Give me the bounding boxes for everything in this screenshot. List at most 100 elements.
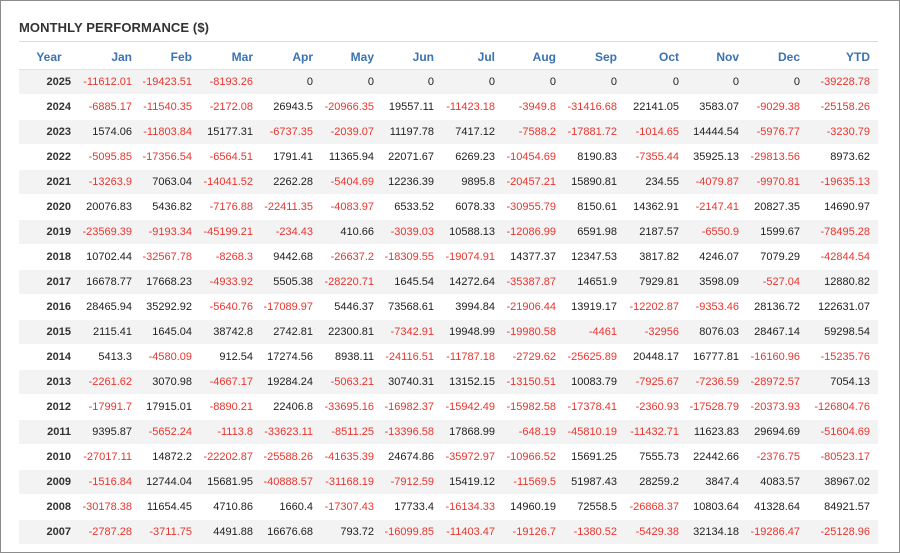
panel-title: MONTHLY PERFORMANCE ($) <box>19 20 210 35</box>
month-value-cell: 8938.11 <box>321 344 382 370</box>
table-row: 2007 -2787.28 -3711.75 4491.88 16676.68 793.7… <box>19 519 878 545</box>
month-value-cell: -20966.35 <box>321 94 382 120</box>
month-value-cell: -18309.55 <box>382 244 442 270</box>
month-value-cell: 6269.23 <box>442 144 503 170</box>
month-value-cell: 0 <box>321 69 382 95</box>
month-value-cell: -4461 <box>564 319 625 345</box>
month-value-cell: -5640.76 <box>200 294 261 320</box>
month-value-cell: 0 <box>747 69 808 95</box>
month-value-cell: -17356.54 <box>140 144 200 170</box>
month-value-cell: -20457.21 <box>503 169 564 195</box>
month-value-cell: 35925.13 <box>687 144 747 170</box>
month-value-cell: 4491.88 <box>200 519 261 545</box>
month-value-cell: 13152.15 <box>442 369 503 395</box>
month-value-cell: -19074.91 <box>442 244 503 270</box>
month-value-cell: 0 <box>625 69 687 95</box>
month-value-cell: 14377.37 <box>503 244 564 270</box>
month-value-cell: -17991.7 <box>79 394 140 420</box>
month-value-cell: -1380.52 <box>564 519 625 545</box>
year-cell: 2022 <box>19 144 79 170</box>
month-value-cell: 32134.18 <box>687 519 747 545</box>
year-cell: 2023 <box>19 119 79 145</box>
month-value-cell: -1113.8 <box>200 419 261 445</box>
month-value-cell: 19284.24 <box>261 369 321 395</box>
column-header-feb: Feb <box>140 45 200 70</box>
month-value-cell: -35387.87 <box>503 269 564 295</box>
table-row: 2025 -11612.01 -19423.51 -8193.26 0 0 0 0 0 0 0 0 0-… <box>19 69 878 95</box>
month-value-cell: -5976.77 <box>747 119 808 145</box>
month-value-cell: -527.04 <box>747 269 808 295</box>
month-value-cell: 20827.35 <box>747 194 808 220</box>
month-value-cell: 7929.81 <box>625 269 687 295</box>
month-value-cell: 19948.99 <box>442 319 503 345</box>
month-value-cell: 8150.61 <box>564 194 625 220</box>
month-value-cell: 912.54 <box>200 344 261 370</box>
table-body: 2025 -11612.01 -19423.51 -8193.26 0 0 0 0 0 0 0 0 0-… <box>19 69 878 545</box>
table-row: 2019 -23569.39 -9193.34 -45199.21 -234.43 410… <box>19 219 878 245</box>
month-value-cell: -11403.47 <box>442 519 503 545</box>
month-value-cell: -16099.85 <box>382 519 442 545</box>
month-value-cell: -2787.28 <box>79 519 140 545</box>
month-value-cell: -11432.71 <box>625 419 687 445</box>
ytd-cell: -3230.79 <box>808 119 878 145</box>
month-value-cell: -26868.37 <box>625 494 687 520</box>
month-value-cell: 22300.81 <box>321 319 382 345</box>
month-value-cell: 17274.56 <box>261 344 321 370</box>
ytd-cell: -126804.76 <box>808 394 878 420</box>
column-header-sep: Sep <box>564 45 625 70</box>
month-value-cell: 7417.12 <box>442 119 503 145</box>
month-value-cell: -11423.18 <box>442 94 503 120</box>
month-value-cell: 16678.77 <box>79 269 140 295</box>
year-cell: 2008 <box>19 494 79 520</box>
ytd-cell: 38967.02 <box>808 469 878 495</box>
column-header-dec: Dec <box>747 45 808 70</box>
year-cell: 2014 <box>19 344 79 370</box>
month-value-cell: 51987.43 <box>564 469 625 495</box>
table-row: 2010 -27017.11 14872.2 -22202.87 -25588.26 -4… <box>19 444 878 470</box>
ytd-cell: -39228.78 <box>808 69 878 95</box>
month-value-cell: 10803.64 <box>687 494 747 520</box>
month-value-cell: 4083.57 <box>747 469 808 495</box>
month-value-cell: 28465.94 <box>79 294 140 320</box>
year-cell: 2016 <box>19 294 79 320</box>
month-value-cell: -6737.35 <box>261 119 321 145</box>
month-value-cell: 3994.84 <box>442 294 503 320</box>
ytd-cell: -15235.76 <box>808 344 878 370</box>
month-value-cell: -11612.01 <box>79 69 140 95</box>
month-value-cell: 7555.73 <box>625 444 687 470</box>
year-cell: 2019 <box>19 219 79 245</box>
month-value-cell: -17378.41 <box>564 394 625 420</box>
ytd-cell: -78495.28 <box>808 219 878 245</box>
year-cell: 2020 <box>19 194 79 220</box>
month-value-cell: 4246.07 <box>687 244 747 270</box>
month-value-cell: -9970.81 <box>747 169 808 195</box>
month-value-cell: 8190.83 <box>564 144 625 170</box>
table-header-row: Year Jan Feb Mar Apr May Jun Jul Aug Sep Oct Nov Dec… <box>19 45 878 70</box>
month-value-cell: -5095.85 <box>79 144 140 170</box>
month-value-cell: 73568.61 <box>382 294 442 320</box>
month-value-cell: 6533.52 <box>382 194 442 220</box>
month-value-cell: -22411.35 <box>261 194 321 220</box>
table-row: 2023 1574.06 -11803.84 15177.31 -6737.35 -203… <box>19 119 878 145</box>
month-value-cell: 11623.83 <box>687 419 747 445</box>
month-value-cell: -4083.97 <box>321 194 382 220</box>
month-value-cell: -21906.44 <box>503 294 564 320</box>
month-value-cell: -9029.38 <box>747 94 808 120</box>
month-value-cell: -7588.2 <box>503 119 564 145</box>
ytd-cell: 7054.13 <box>808 369 878 395</box>
month-value-cell: -13396.58 <box>382 419 442 445</box>
month-value-cell: -10454.69 <box>503 144 564 170</box>
table-row: 2017 16678.77 17668.23 -4933.92 5505.38 -2822… <box>19 269 878 295</box>
month-value-cell: 17668.23 <box>140 269 200 295</box>
ytd-cell: -51604.69 <box>808 419 878 445</box>
ytd-cell: -19635.13 <box>808 169 878 195</box>
month-value-cell: 20448.17 <box>625 344 687 370</box>
month-value-cell: -40888.57 <box>261 469 321 495</box>
column-header-ytd: YTD <box>808 45 878 70</box>
month-value-cell: 5505.38 <box>261 269 321 295</box>
month-value-cell: -19286.47 <box>747 519 808 545</box>
table-row: 2009 -1516.84 12744.04 15681.95 -40888.57 -31… <box>19 469 878 495</box>
month-value-cell: 22141.05 <box>625 94 687 120</box>
month-value-cell: -13150.51 <box>503 369 564 395</box>
column-header-jan: Jan <box>79 45 140 70</box>
